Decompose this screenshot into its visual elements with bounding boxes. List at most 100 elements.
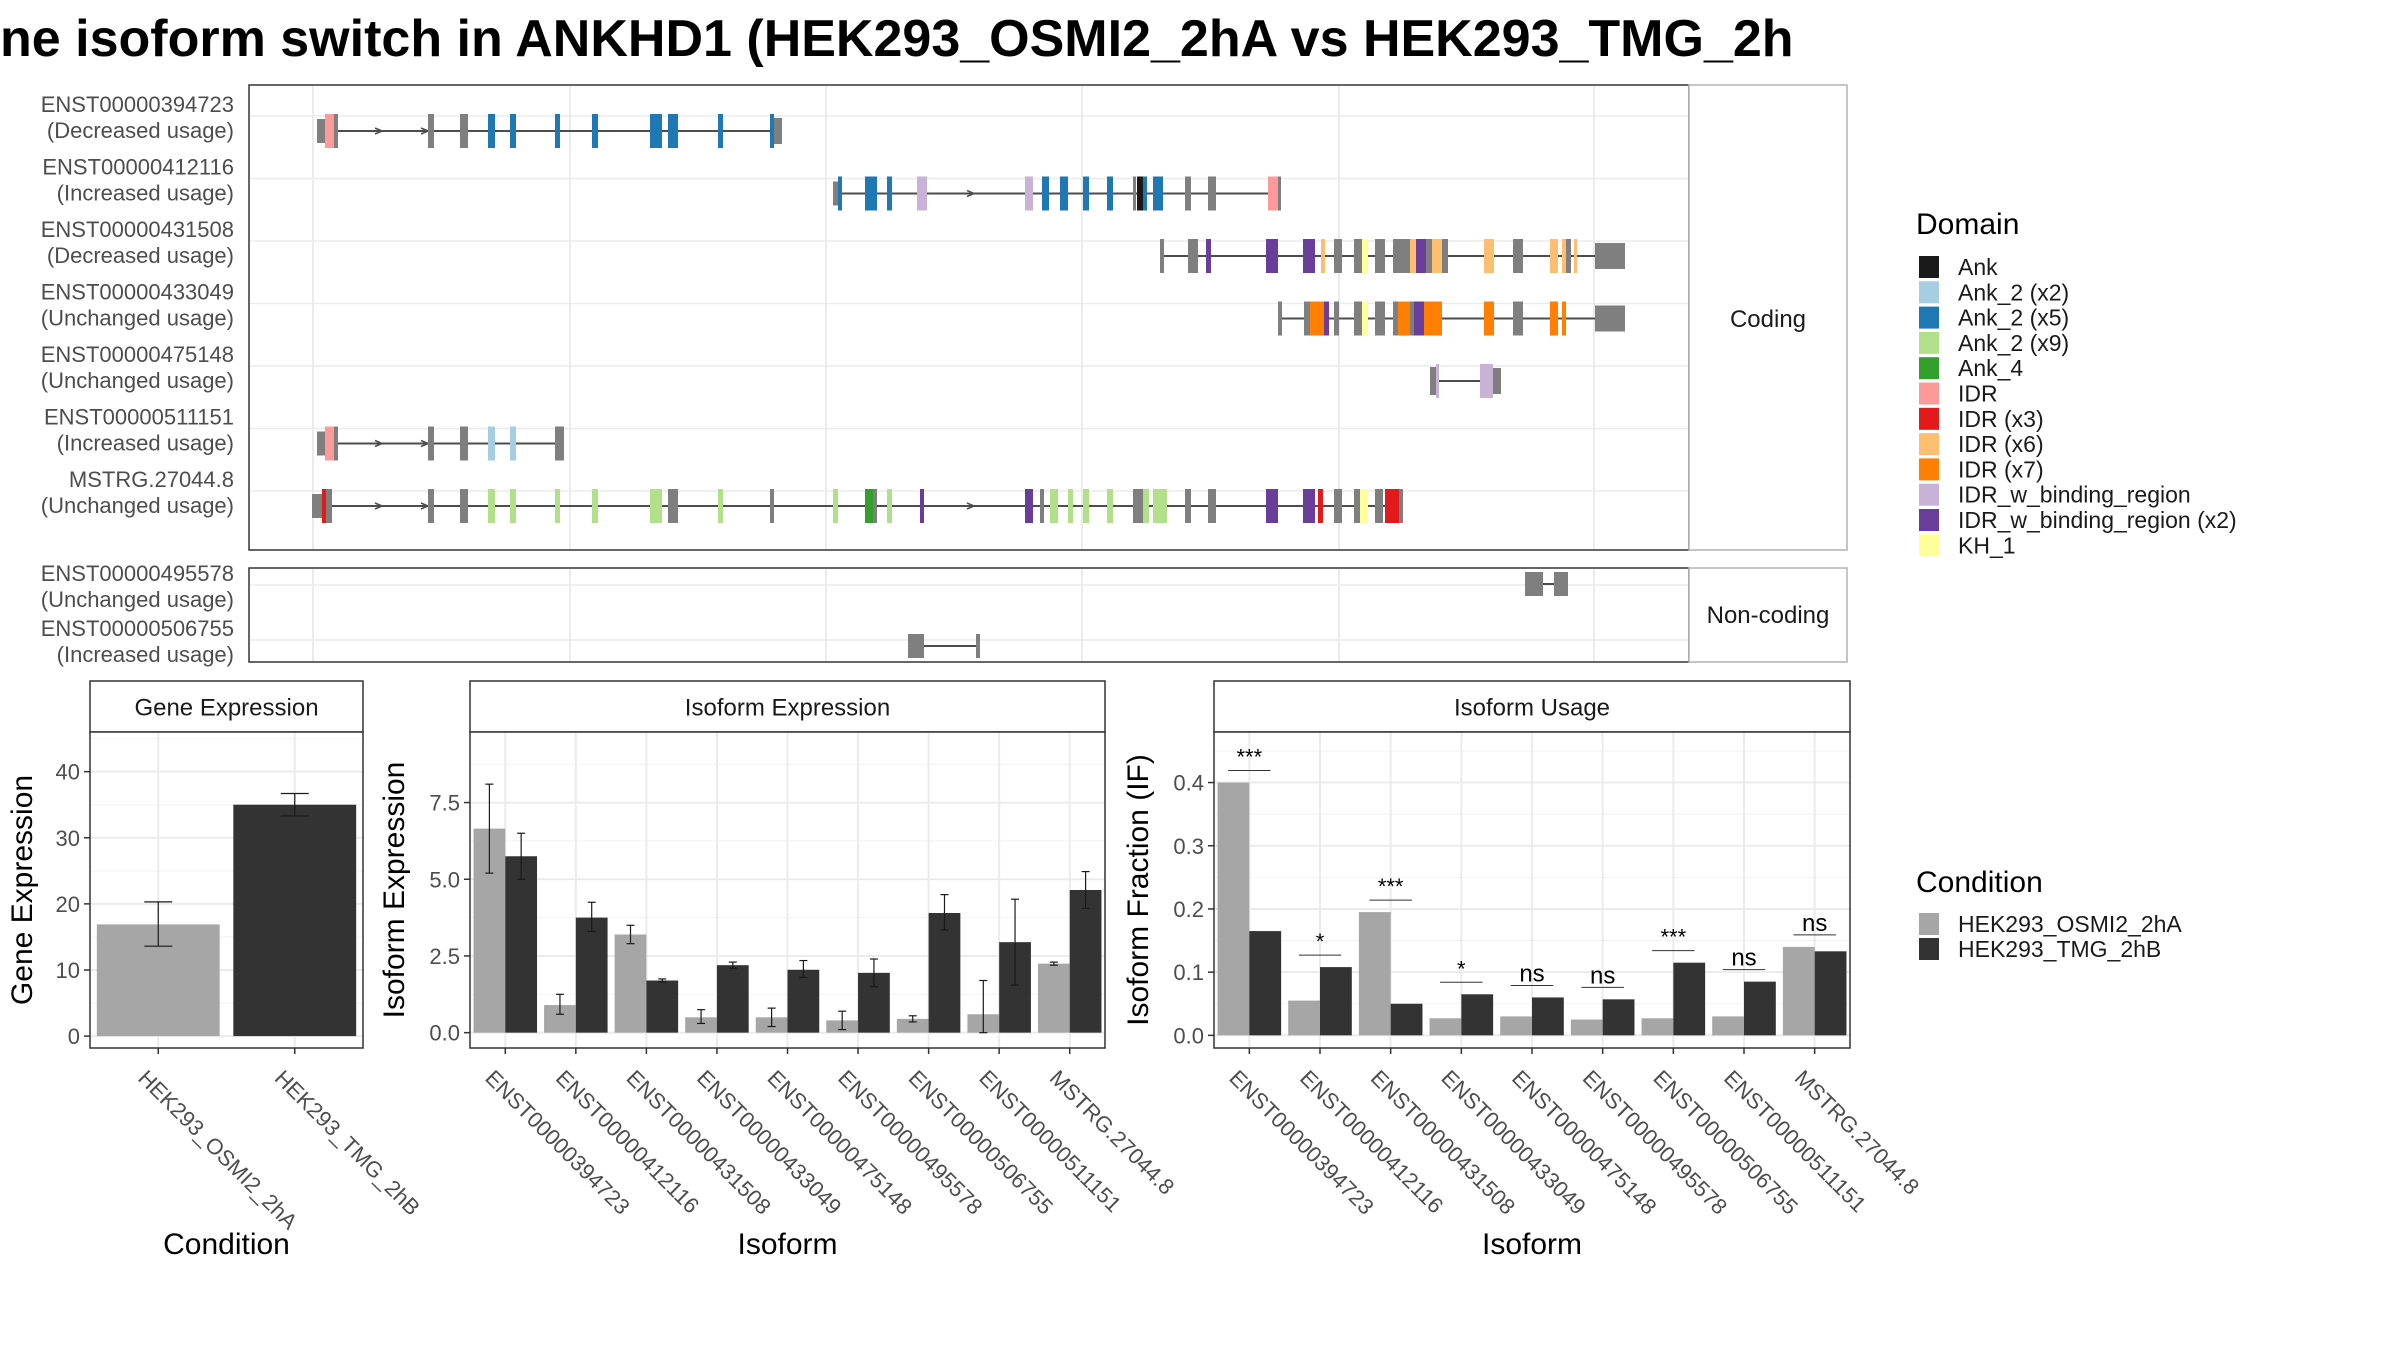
domain-legend-swatch — [1919, 483, 1939, 506]
exon-block — [592, 114, 598, 148]
transcript-track — [317, 114, 782, 148]
exon-block — [1324, 301, 1329, 336]
exon-block — [917, 176, 927, 211]
exon-block — [976, 634, 980, 658]
exon-block — [668, 114, 678, 148]
exon-block — [1354, 489, 1360, 523]
exon-block — [1554, 572, 1568, 596]
transcript-track — [1525, 572, 1568, 596]
exon-block — [555, 426, 558, 461]
transcript-track — [317, 426, 564, 461]
exon-block — [1484, 301, 1494, 336]
exon-block — [1107, 489, 1113, 523]
exon-block — [488, 489, 495, 523]
exon-block — [718, 114, 723, 148]
y-tick-label: 30 — [56, 826, 80, 851]
transcript-id-label: MSTRG.27044.8 — [69, 467, 234, 492]
significance-label: ns — [1519, 960, 1544, 987]
exon-block — [1362, 301, 1368, 336]
exon-block — [1375, 301, 1385, 336]
exon-block — [1206, 239, 1211, 273]
exon-block — [1083, 176, 1089, 211]
exon-block — [774, 118, 782, 144]
facet-strip — [1213, 680, 1851, 733]
bar — [896, 1018, 929, 1033]
exon-block — [1525, 572, 1543, 596]
y-tick-label: 0.0 — [429, 1021, 460, 1046]
domain-legend-title: Domain — [1916, 208, 2019, 241]
domain-legend-label: IDR (x7) — [1958, 456, 2044, 482]
exon-block — [1574, 239, 1577, 273]
bar — [1782, 946, 1815, 1036]
significance-label: ns — [1802, 910, 1827, 937]
strand-arrow — [374, 502, 384, 510]
exon-block — [460, 489, 468, 523]
exon-block — [908, 634, 924, 658]
bar — [575, 917, 608, 1033]
domain-legend-swatch — [1919, 331, 1939, 354]
exon-block — [1550, 301, 1558, 336]
domain-legend-swatch — [1919, 458, 1939, 481]
bar — [1602, 999, 1635, 1036]
bar — [1390, 1003, 1423, 1036]
transcript-usage-label: (Unchanged usage) — [41, 368, 234, 393]
exon-block — [1393, 239, 1398, 273]
exon-block — [317, 431, 325, 456]
domain-legend-swatch — [1919, 256, 1939, 278]
exon-block — [650, 489, 662, 523]
exon-block — [488, 114, 495, 148]
noncoding-panel-frame — [248, 567, 1690, 663]
significance-label: ns — [1731, 945, 1756, 972]
significance-label: *** — [1378, 874, 1404, 899]
domain-legend-label: Ank_2 (x2) — [1958, 279, 2069, 305]
domain-legend-swatch — [1919, 281, 1939, 304]
x-axis-title: Condition — [163, 1228, 290, 1261]
y-tick-label: 0.3 — [1173, 834, 1204, 859]
strand-arrow — [966, 189, 976, 198]
x-axis-title: Isoform — [737, 1228, 837, 1261]
exon-block — [1143, 489, 1149, 523]
transcript-usage-label: (Increased usage) — [57, 642, 234, 667]
transcript-track — [908, 634, 980, 658]
exon-block — [833, 489, 838, 523]
y-axis-title: Isoform Expression — [378, 762, 411, 1019]
transcript-usage-label: (Increased usage) — [57, 181, 234, 206]
y-tick-label: 0.4 — [1173, 771, 1204, 796]
panel-border — [89, 731, 364, 1049]
transcript-usage-label: (Decreased usage) — [47, 118, 234, 143]
bar — [1641, 1018, 1674, 1036]
noncoding-strip-label: Non-coding — [1707, 602, 1830, 629]
domain-legend-swatch — [1919, 382, 1939, 405]
exon-block — [1595, 243, 1625, 269]
exon-block — [1133, 489, 1143, 523]
exon-block — [1375, 239, 1385, 273]
exon-block — [1334, 489, 1342, 523]
transcript-usage-label: (Unchanged usage) — [41, 587, 234, 612]
exon-block — [887, 489, 892, 523]
bar — [1712, 1016, 1744, 1036]
domain-legend-label: Ank_2 (x5) — [1958, 305, 2069, 331]
panel-border — [1213, 731, 1851, 1049]
exon-block — [1068, 489, 1073, 523]
exon-block — [1107, 176, 1113, 211]
domain-legend-label: IDR_w_binding_region — [1958, 482, 2191, 508]
exon-block — [334, 426, 338, 461]
exon-block — [1153, 176, 1163, 211]
y-tick-label: 2.5 — [429, 944, 460, 969]
exon-block — [1185, 489, 1191, 523]
exon-block — [555, 114, 560, 148]
transcript-track — [1278, 301, 1625, 336]
x-tick-label: HEK293_TMG_2hB — [270, 1065, 425, 1220]
exon-block — [887, 176, 892, 211]
transcript-track — [312, 489, 1403, 523]
transcript-id-label: ENST00000433049 — [41, 280, 234, 305]
exon-block — [1385, 489, 1399, 523]
domain-legend-swatch — [1919, 433, 1939, 456]
exon-block — [1393, 301, 1398, 336]
significance-label: ns — [1590, 962, 1615, 989]
exon-block — [1133, 176, 1136, 211]
exon-block — [1278, 176, 1281, 211]
exon-block — [1424, 301, 1430, 336]
bar — [1532, 997, 1564, 1036]
